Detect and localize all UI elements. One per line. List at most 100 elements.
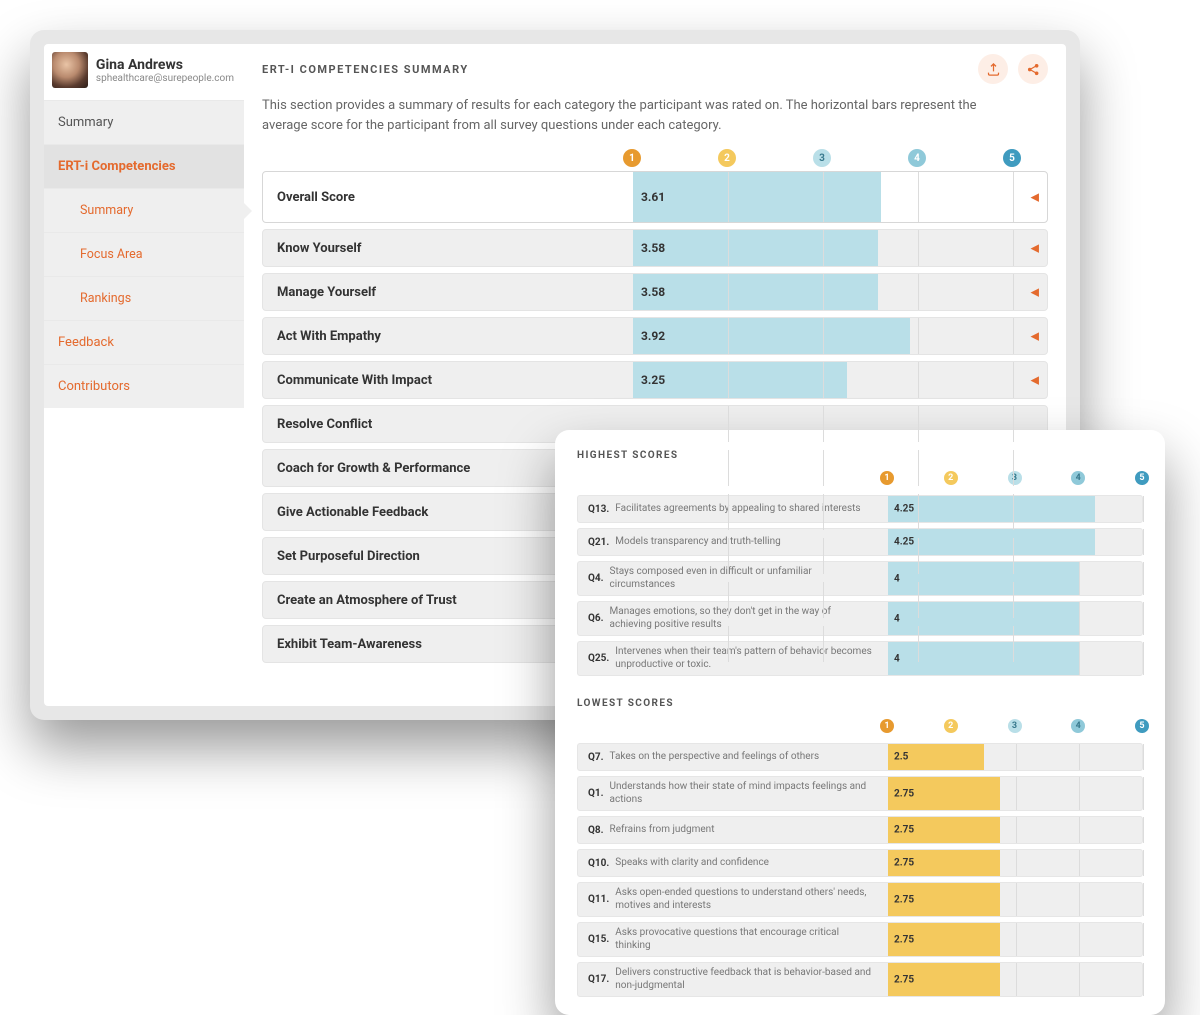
scale-tick-3: 3 (813, 149, 831, 167)
bar-area: 2.75 (888, 817, 1143, 843)
bar-fill (888, 529, 1095, 555)
collapse-caret-icon[interactable]: ◀ (1031, 330, 1039, 343)
bar-value: 2.75 (888, 894, 914, 905)
competency-row[interactable]: Know Yourself 3.58 ◀ (262, 229, 1048, 267)
collapse-caret-icon[interactable]: ◀ (1031, 242, 1039, 255)
share-button[interactable] (1018, 54, 1048, 84)
bar-area: 3.58 (633, 230, 1013, 266)
lowest-scores-title: LOWEST SCORES (577, 698, 1143, 709)
score-row: Q17.Delivers constructive feedback that … (577, 962, 1143, 997)
collapse-caret-icon[interactable]: ◀ (1031, 191, 1039, 204)
action-buttons (978, 54, 1048, 84)
question-id: Q6. (578, 613, 604, 624)
profile-email: sphealthcare@surepeople.com (96, 73, 234, 84)
bar-value: 2.75 (888, 934, 914, 945)
scale-tick-5: 5 (1003, 149, 1021, 167)
bar-fill (633, 274, 878, 310)
nav-contributors[interactable]: Contributors (44, 364, 244, 408)
bar-area: 3.58 (633, 274, 1013, 310)
lowest-rows: Q7.Takes on the perspective and feelings… (577, 743, 1143, 997)
question-text: Refrains from judgment (604, 820, 874, 841)
question-text: Stays composed even in difficult or unfa… (604, 562, 874, 595)
score-row: Q8.Refrains from judgment 2.75 (577, 816, 1143, 844)
bar-value: 4 (888, 573, 900, 584)
competency-row[interactable]: Overall Score3.61◀ (262, 171, 1048, 223)
bar-value: 4 (888, 613, 900, 624)
intro-text: This section provides a summary of resul… (262, 96, 1022, 135)
bar-fill (633, 172, 881, 222)
export-icon (986, 62, 1001, 77)
highest-rows: Q13.Facilitates agreements by appealing … (577, 495, 1143, 676)
collapse-caret-icon[interactable]: ◀ (1031, 374, 1039, 387)
scale-tick-1: 1 (880, 719, 894, 733)
scale-tick-5: 5 (1135, 719, 1149, 733)
score-row: Q21.Models transparency and truth-tellin… (577, 528, 1143, 556)
scale-tick-4: 4 (1071, 719, 1085, 733)
bar-area: 2.75 (888, 923, 1143, 956)
competency-label: Create an Atmosphere of Trust (263, 593, 457, 608)
bar-value: 3.61 (633, 190, 665, 204)
scale-tick-1: 1 (623, 149, 641, 167)
nav-ert-competencies[interactable]: ERT-i Competencies (44, 144, 244, 188)
scale-tick-5: 5 (1135, 471, 1149, 485)
competency-label: Set Purposeful Direction (263, 549, 420, 564)
question-text: Understands how their state of mind impa… (604, 777, 874, 810)
bar-area: 2.75 (888, 777, 1143, 810)
bar-fill (888, 496, 1095, 522)
bar-value: 2.75 (888, 788, 914, 799)
bar-area: 4 (888, 642, 1143, 675)
nav-summary[interactable]: Summary (44, 100, 244, 144)
competency-row[interactable]: Act With Empathy3.92◀ (262, 317, 1048, 355)
nav-sub-focus-area[interactable]: Focus Area (44, 232, 244, 276)
score-row: Q15.Asks provocative questions that enco… (577, 922, 1143, 957)
question-id: Q11. (578, 894, 609, 905)
scale-tick-2: 2 (718, 149, 736, 167)
bar-value: 2.75 (888, 825, 914, 836)
competency-row[interactable]: Communicate With Impact3.25◀ (262, 361, 1048, 399)
bar-value: 3.58 (633, 241, 665, 255)
score-row: Q6.Manages emotions, so they don't get i… (577, 601, 1143, 636)
question-id: Q15. (578, 934, 609, 945)
question-id: Q1. (578, 788, 604, 799)
bar-value: 3.92 (633, 329, 665, 343)
competency-label: Know Yourself (263, 241, 361, 256)
competency-row[interactable]: Manage Yourself3.58◀ (262, 273, 1048, 311)
score-row: Q7.Takes on the perspective and feelings… (577, 743, 1143, 771)
competency-label: Give Actionable Feedback (263, 505, 428, 520)
bar-fill (888, 642, 1079, 675)
bar-area: 3.25 (633, 362, 1013, 398)
question-id: Q4. (578, 573, 604, 584)
header-row: ERT-I COMPETENCIES SUMMARY (262, 54, 1048, 84)
bar-fill (888, 602, 1079, 635)
question-text: Intervenes when their team's pattern of … (609, 642, 879, 675)
page-title: ERT-I COMPETENCIES SUMMARY (262, 63, 469, 76)
bar-fill (633, 230, 878, 266)
nav-sub-rankings[interactable]: Rankings (44, 276, 244, 320)
bar-area: 2.5 (888, 744, 1143, 770)
competency-label: Coach for Growth & Performance (263, 461, 470, 476)
score-row: Q11.Asks open-ended questions to underst… (577, 882, 1143, 917)
bar-area: 4 (888, 562, 1143, 595)
profile-block: Gina Andrews sphealthcare@surepeople.com (44, 44, 244, 100)
bar-area: 2.75 (888, 963, 1143, 996)
collapse-caret-icon[interactable]: ◀ (1031, 286, 1039, 299)
scale-tick-3: 3 (1008, 471, 1022, 485)
export-button[interactable] (978, 54, 1008, 84)
scale-tick-4: 4 (908, 149, 926, 167)
question-text: Facilitates agreements by appealing to s… (609, 499, 879, 520)
question-id: Q8. (578, 825, 604, 836)
scale-tick-2: 2 (944, 471, 958, 485)
competency-label: Exhibit Team-Awareness (263, 637, 422, 652)
nav-feedback[interactable]: Feedback (44, 320, 244, 364)
bar-value: 3.58 (633, 285, 665, 299)
score-row: Q13.Facilitates agreements by appealing … (577, 495, 1143, 523)
bar-fill (633, 318, 910, 354)
scale-tick-2: 2 (944, 719, 958, 733)
highest-scores-title: HIGHEST SCORES (577, 450, 1143, 461)
bar-value: 3.25 (633, 373, 665, 387)
nav-sub-summary[interactable]: Summary (44, 188, 244, 232)
scale-tick-1: 1 (880, 471, 894, 485)
bar-value: 2.75 (888, 858, 914, 869)
sidebar: Gina Andrews sphealthcare@surepeople.com… (44, 44, 244, 706)
bar-area: 4.25 (888, 496, 1143, 522)
